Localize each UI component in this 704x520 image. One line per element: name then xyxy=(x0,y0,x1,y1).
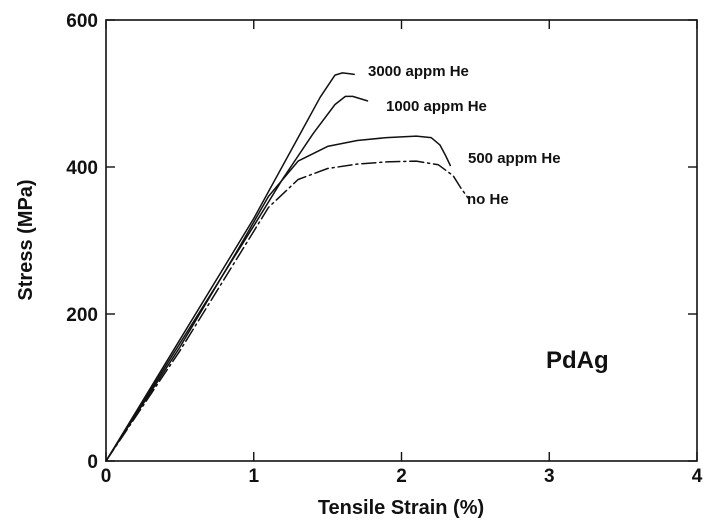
axis-ticks xyxy=(105,19,698,462)
series-curve-1 xyxy=(105,95,369,462)
plot-frame xyxy=(105,19,698,462)
y-tick-label: 200 xyxy=(66,305,98,326)
y-tick-label: 600 xyxy=(66,11,98,32)
x-tick-label: 1 xyxy=(248,466,259,487)
y-tick-label: 400 xyxy=(66,158,98,179)
material-annotation: PdAg xyxy=(546,347,609,374)
y-axis-title: Stress (MPa) xyxy=(15,179,37,300)
series-label: 1000 appm He xyxy=(386,98,487,115)
series-curves xyxy=(105,72,469,462)
x-tick-label: 4 xyxy=(692,466,703,487)
tick-labels: 0 1 2 3 4 0 200 400 600 xyxy=(66,11,702,487)
x-tick-label: 2 xyxy=(396,466,407,487)
series-label: 3000 appm He xyxy=(368,63,469,80)
series-curve-2 xyxy=(105,135,452,462)
series-curve-0 xyxy=(105,72,355,462)
y-tick-label: 0 xyxy=(87,452,98,473)
series-curve-3 xyxy=(105,160,469,462)
x-axis-title: Tensile Strain (%) xyxy=(318,497,484,519)
series-label: no He xyxy=(467,191,509,208)
x-tick-label: 0 xyxy=(101,466,112,487)
series-labels: 3000 appm He 1000 appm He 500 appm He no He xyxy=(368,63,561,208)
x-tick-label: 3 xyxy=(544,466,555,487)
series-label: 500 appm He xyxy=(468,150,561,167)
